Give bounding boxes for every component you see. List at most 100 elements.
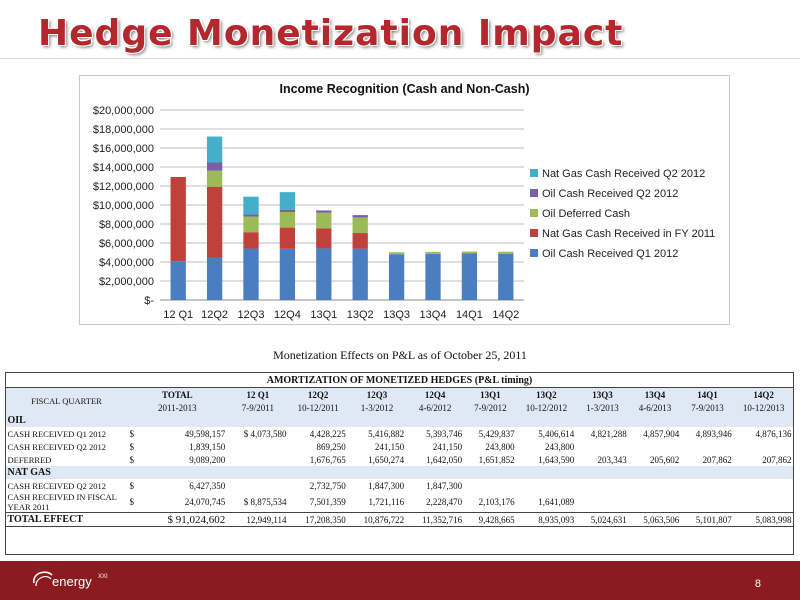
x-tick-label: 12Q3 [238, 309, 265, 321]
x-tick-label: 13Q4 [420, 309, 447, 321]
table-cell [576, 479, 628, 492]
bar-segment [352, 217, 368, 234]
x-tick-label: 14Q2 [492, 309, 519, 321]
row-label-line: YEAR 2011 [7, 502, 50, 512]
table-row: CASH RECEIVED IN FISCAL YEAR 2011 $24,070,… [6, 492, 794, 513]
x-tick-label: 14Q1 [456, 309, 483, 321]
bar-segment [206, 170, 223, 187]
table-cell: 7,501,359 [309, 497, 346, 507]
row-total: 9,089,200 [189, 454, 226, 465]
x-tick-label: 13Q2 [347, 309, 374, 321]
table-cell: 1,847,300 [368, 480, 405, 491]
table-cell: 4,857,904 [643, 428, 680, 439]
table-cell: 203,343 [597, 454, 627, 465]
table-cell [734, 440, 794, 453]
quarter-range-header: 7-9/2013 [681, 401, 734, 414]
dollar-sign: $ [129, 454, 135, 465]
table-cell: 243,800 [545, 441, 575, 452]
table-cell: 869,250 [316, 441, 346, 452]
bar-segment [316, 228, 332, 249]
bar-segment [352, 233, 368, 249]
table-row: CASH RECEIVED Q2 2012 $1,839,150 869,250 24… [6, 440, 794, 453]
bar-segment [243, 248, 259, 300]
legend-swatch [530, 209, 538, 217]
x-tick-label: 12Q4 [274, 309, 301, 321]
total-range-header: 2011-2013 [127, 401, 228, 414]
legend-swatch [530, 229, 538, 237]
row-label: CASH RECEIVED Q2 2012 [7, 480, 106, 491]
total-effect-cell: 17,208,350 [288, 512, 348, 527]
total-effect-cell: 5,063,506 [628, 512, 682, 527]
quarter-header: 12Q3 [347, 387, 407, 401]
bar-segment [206, 162, 223, 171]
bar-segment [243, 232, 259, 249]
bar-segment [279, 192, 296, 210]
dollar-sign: $ [129, 428, 135, 439]
quarter-range-header: 4-6/2013 [628, 401, 682, 414]
table-cell: 4,428,225 [309, 428, 346, 439]
table-cell: $ 4,073,580 [243, 428, 287, 439]
bar-segment [461, 251, 478, 254]
table-cell: 243,800 [485, 441, 515, 452]
bar-segment [316, 210, 332, 213]
legend-label: Oil Cash Received Q2 2012 [542, 188, 678, 200]
row-total: 6,427,350 [189, 480, 226, 491]
total-effect-cell: 8,935,093 [516, 512, 577, 527]
bar-segment [170, 261, 186, 300]
energy-xxi-logo: energy XXI [33, 571, 108, 589]
bar-segment [279, 211, 296, 228]
table-cell [227, 479, 288, 492]
row-label: CASH RECEIVED Q2 2012 [7, 441, 106, 452]
table-cell: 205,602 [649, 454, 680, 465]
row-total: 49,598,157 [184, 428, 226, 439]
table-cell: 2,732,750 [309, 480, 346, 491]
title-divider [0, 58, 800, 59]
table-cell: 207,862 [702, 454, 732, 465]
table-cell: $ 8,875,534 [243, 497, 287, 507]
row-label: CASH RECEIVED Q1 2012 [7, 428, 106, 439]
table-subtitle: Monetization Effects on P&L as of Octobe… [273, 348, 527, 362]
y-tick-label: $12,000,000 [93, 181, 154, 193]
total-header: TOTAL [127, 387, 228, 401]
table-cell: 241,150 [432, 441, 463, 452]
table-cell [464, 479, 516, 492]
fiscal-quarter-header: FISCAL QUARTER [5, 387, 128, 414]
income-recognition-chart: Income Recognition (Cash and Non-Cash) $… [79, 75, 730, 325]
table-cell [576, 440, 628, 453]
bar-segment [243, 196, 259, 215]
header-row-quarters: FISCAL QUARTER TOTAL 12 Q1 12Q2 12Q3 12Q4 13… [5, 387, 794, 414]
bar-segment [425, 253, 441, 300]
bar-segment [279, 248, 296, 300]
section-oil-label: OIL [5, 414, 794, 427]
chart-plot: $- $2,000,000 $4,000,000 $6,000,000 $8,000,0… [93, 105, 715, 321]
table-cell: 4,821,288 [590, 428, 627, 439]
logo-text: energy [52, 574, 92, 589]
quarter-header: 13Q1 [464, 387, 517, 401]
total-effect-row: TOTAL EFFECT $ 91,024,602 12,949,114 17,208… [5, 512, 794, 527]
x-tick-label: 12 Q1 [163, 309, 193, 321]
chart-title: Income Recognition (Cash and Non-Cash) [279, 82, 530, 96]
quarter-header: 13Q4 [628, 387, 682, 401]
bar-segment [243, 214, 259, 217]
total-effect-cell: 11,352,716 [406, 512, 465, 527]
total-effect-cell: 10,876,722 [347, 512, 407, 527]
table-cell: 5,406,614 [538, 428, 575, 439]
bar-segment [498, 253, 514, 300]
bar-segment [498, 251, 514, 254]
quarter-header: 13Q2 [516, 387, 577, 401]
slide-title: Hedge Monetization Impact [38, 13, 624, 54]
table-cell: 1,643,590 [538, 454, 575, 465]
table-cell [629, 479, 681, 492]
amortization-table: AMORTIZATION OF MONETIZED HEDGES (P&L ti… [5, 372, 794, 527]
quarter-header: 13Q3 [576, 387, 629, 401]
quarter-header: 14Q2 [733, 387, 794, 401]
y-tick-label: $10,000,000 [93, 200, 154, 212]
bar-segment [279, 227, 296, 249]
section-nat-gas: NAT GAS [5, 466, 794, 479]
row-label: CASH RECEIVED IN FISCAL YEAR 2011 [6, 492, 128, 513]
total-effect-cell: 5,101,807 [681, 512, 734, 527]
quarter-range-header: 10-12/2013 [733, 401, 794, 414]
table-cell [734, 492, 794, 513]
row-total: 24,070,745 [184, 497, 226, 507]
header-row-ranges: 2011-2013 7-9/2011 10-12/2011 1-3/2012 4-6/… [6, 401, 794, 414]
